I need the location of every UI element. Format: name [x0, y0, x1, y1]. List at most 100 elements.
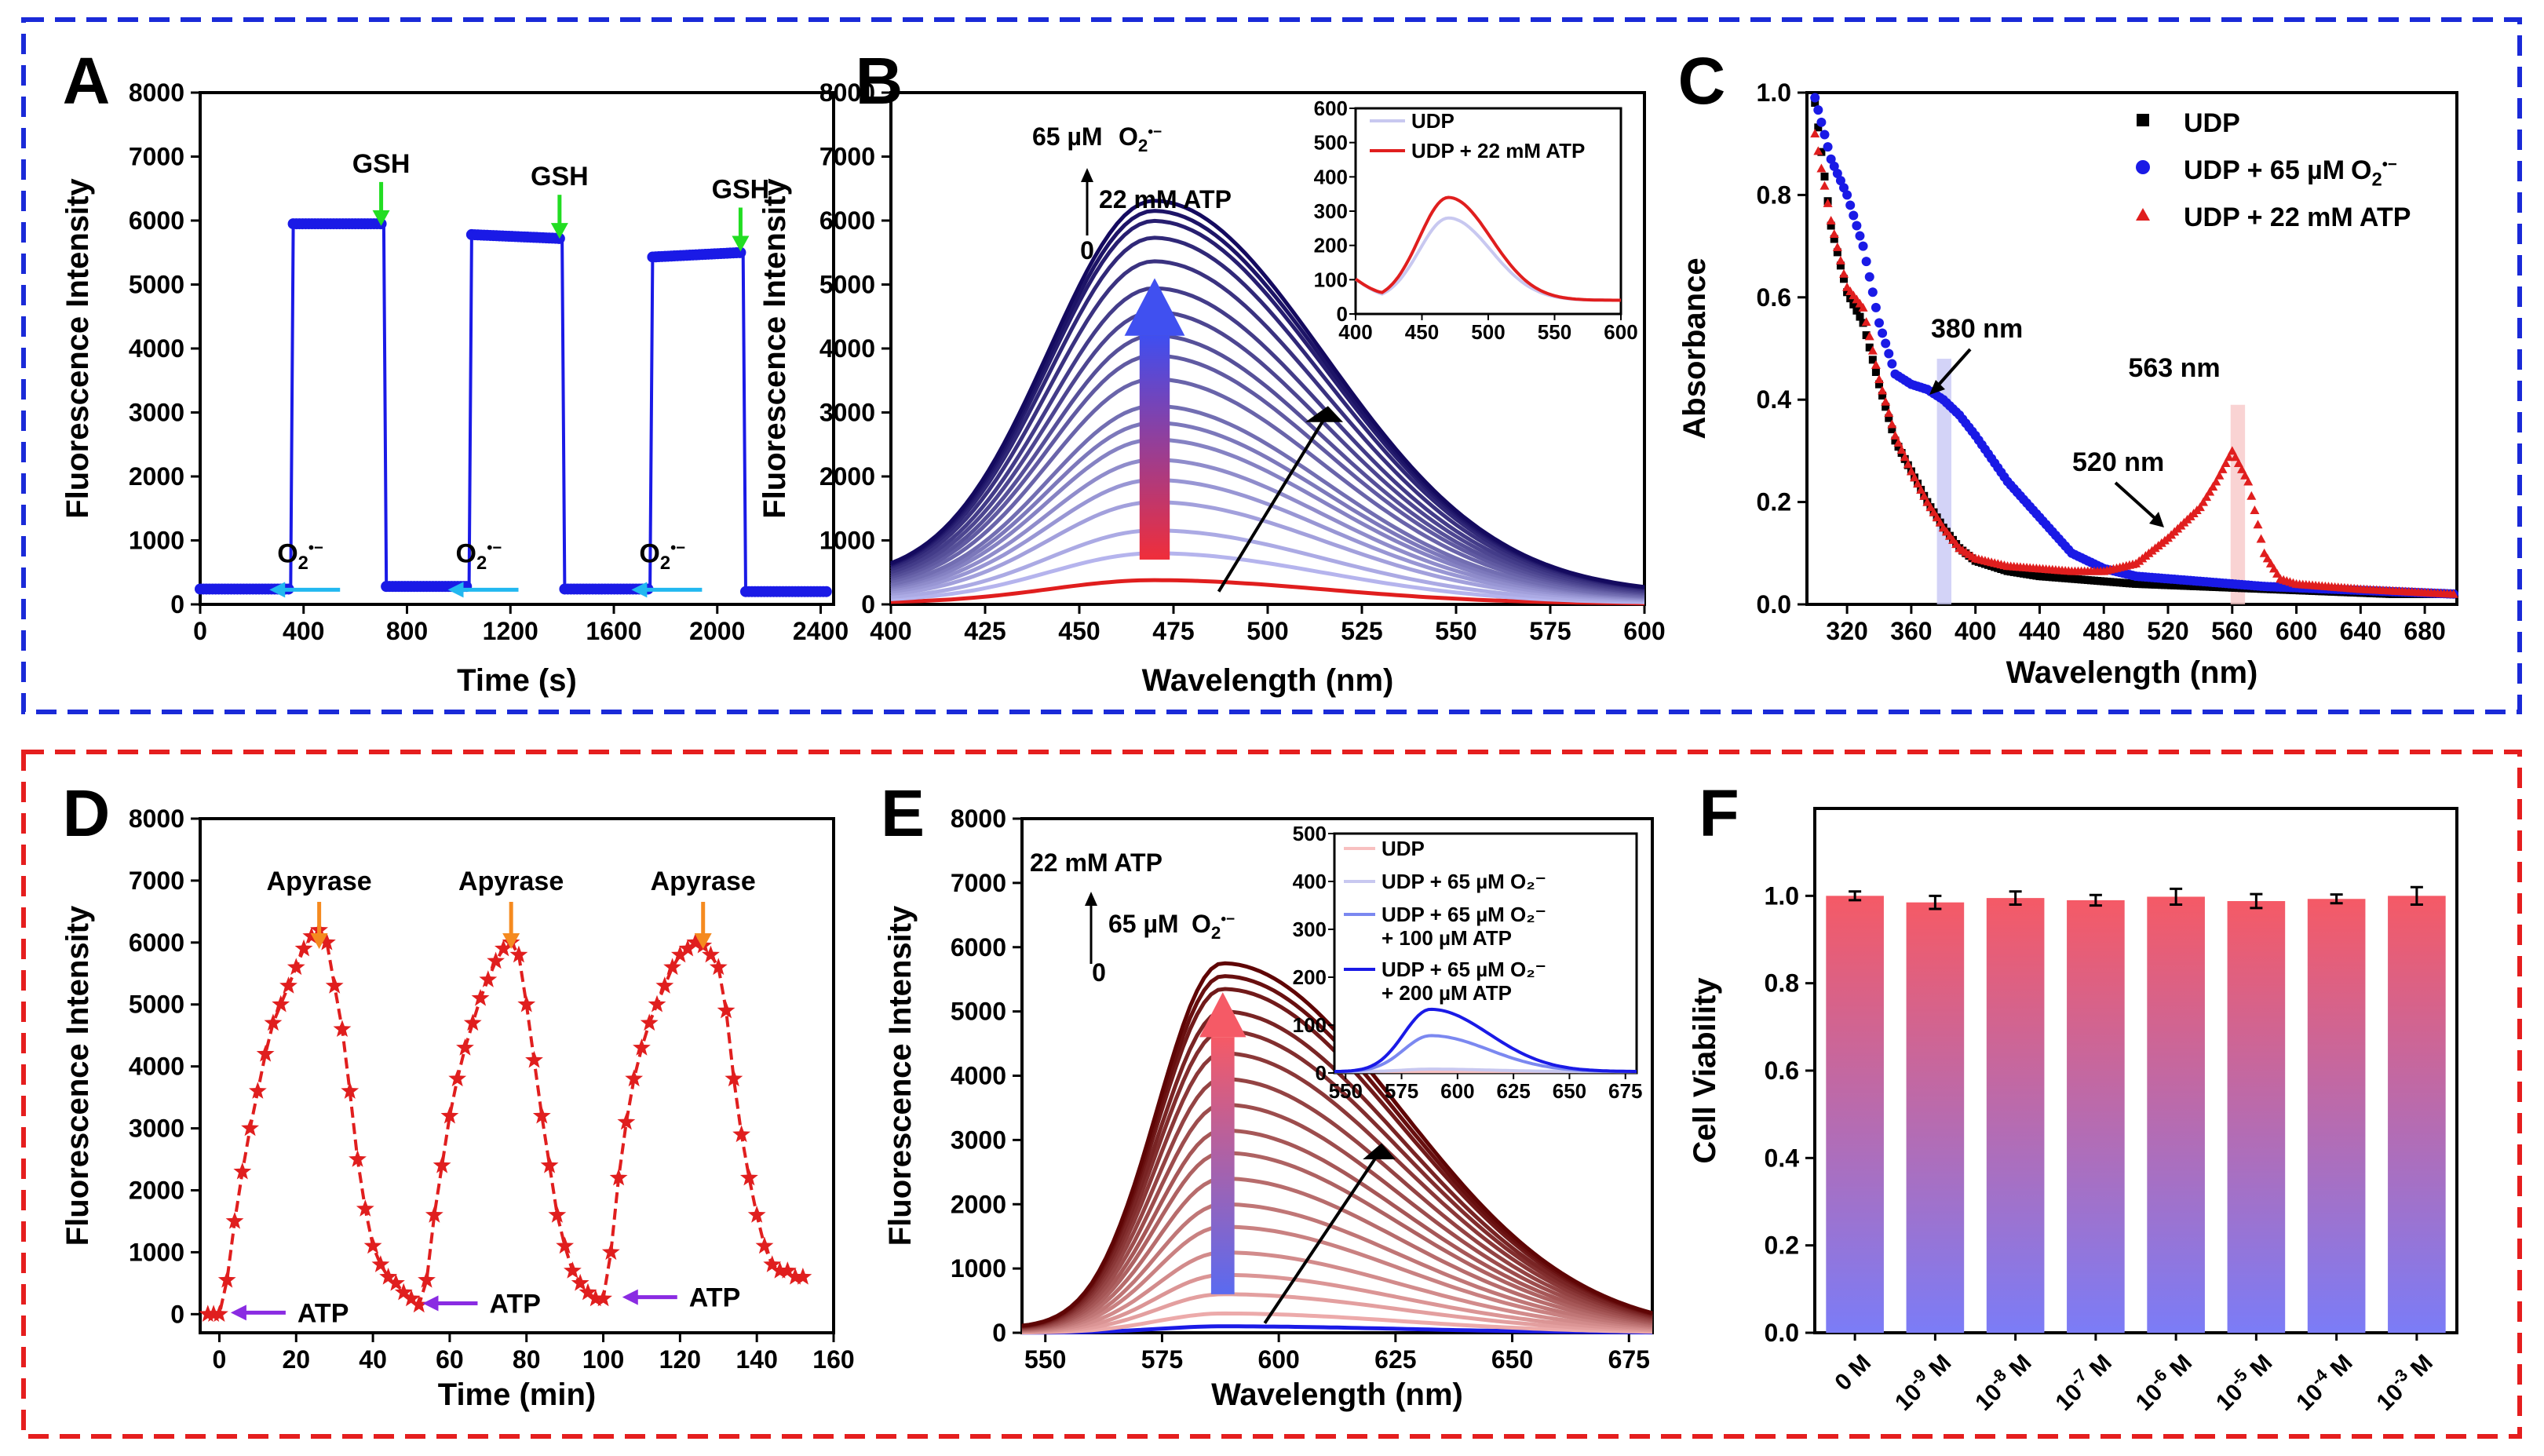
- x-tick-label: 0 M: [1830, 1350, 1876, 1396]
- data-star: [771, 1261, 789, 1279]
- x-tick-label: 500: [1246, 617, 1288, 645]
- data-star: [302, 926, 321, 944]
- y-tick-label: 8000: [129, 805, 184, 833]
- annot-arrow-head: [1085, 892, 1097, 906]
- y-tick-label: 0.4: [1765, 1144, 1800, 1172]
- x-tick-label: 675: [1608, 1345, 1650, 1374]
- gsh-label: GSH: [531, 162, 589, 192]
- y-axis-title: Absorbance: [1677, 257, 1712, 439]
- plot-frame: [199, 91, 835, 606]
- inset-line: [1354, 195, 1621, 302]
- spectrum-line: [890, 551, 1645, 604]
- x-tick-label: 10-9 M: [1887, 1346, 1957, 1416]
- panel-label: D: [63, 776, 111, 850]
- data-point-atp: [2250, 505, 2260, 515]
- data-point-udp: [1859, 319, 1867, 327]
- spectrum-line: [890, 199, 1645, 589]
- panel-label: B: [856, 44, 903, 118]
- y-tick-label: 0.0: [1757, 590, 1791, 619]
- x-tick-label: 360: [1890, 617, 1932, 645]
- data-point-atp: [2240, 470, 2250, 480]
- y-tick-label: 2000: [129, 1176, 184, 1204]
- legend-label: + 100 µM ATP: [1381, 926, 1512, 950]
- x-tick-label: 600: [2276, 617, 2317, 645]
- data-star: [487, 951, 506, 969]
- legend-label: UDP + 65 µM O₂⁻: [1381, 870, 1546, 893]
- spectrum-line: [1022, 1324, 1653, 1335]
- zero-label: 0: [1092, 958, 1106, 987]
- data-point-atp: [1826, 216, 1836, 224]
- data-point-atp: [1896, 445, 1907, 454]
- inset: 550 575 600 625 650 675 0 100 200 300 400 500 UDP UDP…: [1293, 822, 1643, 1103]
- spectrum-line: [890, 477, 1645, 601]
- data-star: [387, 1273, 405, 1291]
- data-star: [702, 945, 720, 963]
- data-point-atp: [2237, 464, 2247, 473]
- bar: [2227, 901, 2286, 1333]
- data-point-udp: [1811, 99, 1819, 108]
- panel-D: 0 20 40 60 80 100 120 140 160 0 1000 2000 3000 4000 50…: [60, 776, 855, 1412]
- data-point-atp: [1913, 479, 1923, 488]
- x-tick-label: 1600: [586, 617, 641, 645]
- y-tick-label: 2000: [951, 1190, 1006, 1218]
- trend-arrow-head: [1124, 278, 1185, 336]
- inset-y-tick-label: 500: [1314, 131, 1348, 155]
- data-point-atp: [2227, 446, 2237, 455]
- data-point-atp: [1906, 466, 1916, 476]
- data-point-o2: [1842, 190, 1852, 200]
- y-tick-label: 5000: [129, 271, 184, 299]
- legend-label: UDP + 22 mM ATP: [1411, 139, 1585, 162]
- data-point-o2: [1858, 241, 1868, 251]
- legend-label: + 200 µM ATP: [1381, 981, 1512, 1005]
- arrow-head: [550, 223, 568, 239]
- data-point-udp: [1862, 331, 1871, 340]
- x-axis-title: Wavelength (nm): [1142, 663, 1394, 698]
- peak-arrow-head: [2149, 512, 2164, 527]
- data-star: [763, 1255, 782, 1272]
- data-point-atp: [1829, 228, 1839, 238]
- data-point-atp: [1922, 497, 1933, 506]
- spectrum-line: [1021, 1176, 1653, 1332]
- inset-y-tick-label: 400: [1314, 165, 1348, 188]
- inset-y-tick-label: 100: [1293, 1013, 1327, 1037]
- y-axis-title: Cell Viability: [1688, 977, 1722, 1164]
- inset-x-tick-label: 500: [1471, 320, 1505, 344]
- y-tick-label: 0.0: [1765, 1319, 1799, 1347]
- data-star: [739, 1168, 758, 1186]
- data-star: [418, 1270, 436, 1288]
- bar: [1906, 902, 1965, 1333]
- data-star: [786, 1267, 805, 1285]
- x-tick-label: 560: [2211, 617, 2253, 645]
- data-star: [755, 1236, 774, 1254]
- panel-F: 0.00.20.40.60.81.00 M10-9 M10-8 M10-7 M1…: [1688, 776, 2458, 1416]
- data-point-atp: [1932, 513, 1942, 522]
- data-point-atp: [1893, 437, 1903, 447]
- data-star: [564, 1261, 582, 1279]
- data-point-o2: [1871, 302, 1881, 312]
- data-point-o2: [1819, 130, 1830, 140]
- peak-label-520: 520 nm: [2072, 447, 2164, 477]
- spectrum-line: [890, 437, 1645, 600]
- spectrum-line: [1021, 1051, 1653, 1330]
- data-point-atp: [1935, 517, 1945, 527]
- data-point-udp: [1865, 343, 1874, 352]
- inset-y-tick-label: 0: [1337, 302, 1348, 326]
- frame-bottom: [21, 750, 2522, 1439]
- data-star: [633, 1038, 651, 1056]
- spectrum-line: [1021, 1272, 1653, 1334]
- spectrum-line: [890, 353, 1645, 596]
- x-tick-label: 575: [1529, 617, 1571, 645]
- conc-label: 65 µM: [1032, 122, 1103, 151]
- data-point-atp: [1900, 452, 1910, 462]
- y-tick-label: 1000: [951, 1254, 1006, 1283]
- atp-label: ATP: [489, 1289, 540, 1319]
- legend-marker: [2137, 114, 2149, 126]
- x-tick-label: 10-7 M: [2047, 1346, 2117, 1416]
- data-star: [341, 1082, 360, 1099]
- x-tick-label: 120: [659, 1345, 701, 1374]
- data-star: [440, 1106, 459, 1124]
- data-point-atp: [1919, 491, 1929, 500]
- data-point-o2: [1861, 257, 1871, 267]
- trend-line-head: [1305, 406, 1343, 422]
- y-tick-label: 0.2: [1765, 1232, 1799, 1260]
